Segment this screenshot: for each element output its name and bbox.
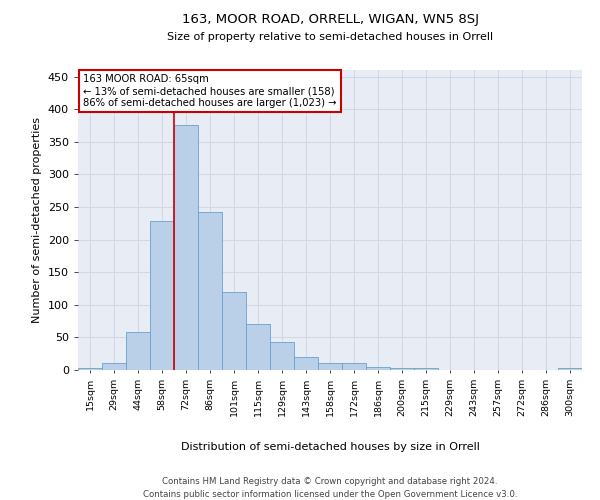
Text: Size of property relative to semi-detached houses in Orrell: Size of property relative to semi-detach… — [167, 32, 493, 42]
Text: 163, MOOR ROAD, ORRELL, WIGAN, WN5 8SJ: 163, MOOR ROAD, ORRELL, WIGAN, WN5 8SJ — [182, 12, 479, 26]
Bar — [102, 364, 126, 370]
Bar — [126, 332, 150, 370]
Text: 163 MOOR ROAD: 65sqm
← 13% of semi-detached houses are smaller (158)
86% of semi: 163 MOOR ROAD: 65sqm ← 13% of semi-detac… — [83, 74, 337, 108]
Bar — [270, 342, 294, 370]
Bar — [558, 368, 582, 370]
Bar — [150, 222, 174, 370]
Text: Contains HM Land Registry data © Crown copyright and database right 2024.: Contains HM Land Registry data © Crown c… — [162, 478, 498, 486]
Bar — [222, 292, 246, 370]
Bar — [342, 364, 366, 370]
Bar — [318, 364, 342, 370]
Bar — [366, 366, 390, 370]
Text: Distribution of semi-detached houses by size in Orrell: Distribution of semi-detached houses by … — [181, 442, 479, 452]
Bar — [246, 324, 270, 370]
Bar — [174, 126, 198, 370]
Bar — [414, 368, 438, 370]
Text: Contains public sector information licensed under the Open Government Licence v3: Contains public sector information licen… — [143, 490, 517, 499]
Bar — [198, 212, 222, 370]
Bar — [390, 368, 414, 370]
Y-axis label: Number of semi-detached properties: Number of semi-detached properties — [32, 117, 42, 323]
Bar — [78, 368, 102, 370]
Bar — [294, 357, 318, 370]
